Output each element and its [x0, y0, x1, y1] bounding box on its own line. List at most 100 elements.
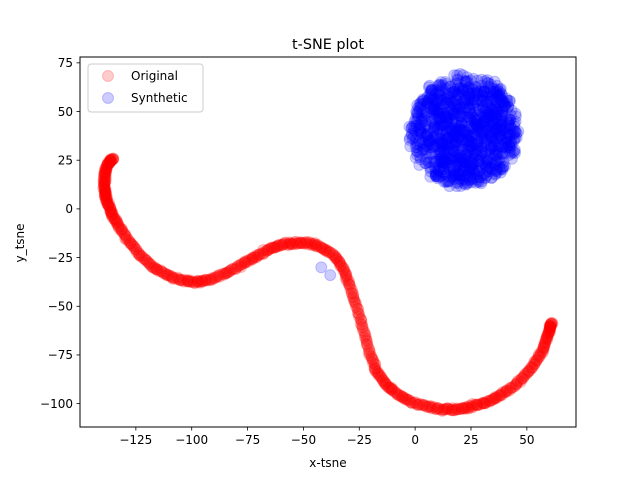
synthetic-point [467, 92, 480, 105]
synthetic-point [505, 104, 518, 117]
synthetic-point [489, 87, 502, 100]
original-point [493, 389, 505, 402]
original-point [191, 274, 204, 287]
synthetic-point [421, 95, 434, 108]
synthetic-point [473, 125, 486, 138]
synthetic-point [433, 88, 445, 101]
original-point [213, 270, 226, 283]
original-point [119, 230, 132, 243]
synthetic-point [453, 172, 466, 185]
synthetic-point [442, 146, 455, 159]
synthetic-point [421, 98, 434, 111]
synthetic-point [469, 142, 482, 154]
synthetic-point [444, 164, 457, 176]
synthetic-point [425, 85, 437, 98]
original-point [529, 357, 541, 370]
synthetic-point [469, 118, 482, 130]
synthetic-point [490, 121, 503, 134]
synthetic-point [464, 87, 477, 100]
synthetic-point [506, 146, 519, 159]
synthetic-point [485, 126, 498, 139]
synthetic-point [464, 106, 477, 119]
synthetic-point [459, 97, 472, 110]
original-point [288, 236, 301, 249]
x-tick-label: 25 [463, 433, 478, 447]
original-point [486, 393, 499, 406]
original-point [518, 369, 531, 382]
original-point [517, 372, 530, 385]
synthetic-point [493, 161, 506, 173]
synthetic-point [479, 136, 492, 149]
original-point [115, 224, 128, 237]
original-point [538, 339, 551, 352]
synthetic-point [504, 147, 517, 160]
original-point [379, 376, 392, 389]
synthetic-point [428, 100, 441, 113]
original-point [187, 276, 200, 289]
synthetic-point [480, 169, 493, 182]
original-point [104, 154, 117, 167]
original-point [514, 376, 527, 388]
synthetic-point [422, 96, 435, 109]
synthetic-point [497, 96, 510, 109]
original-point [436, 403, 449, 416]
original-point [343, 275, 356, 288]
original-point [283, 236, 296, 249]
original-point [300, 235, 313, 248]
synthetic-point [496, 147, 509, 160]
synthetic-point [472, 136, 485, 149]
synthetic-point [453, 132, 466, 145]
original-point [327, 249, 340, 261]
synthetic-point [414, 119, 427, 132]
synthetic-point [487, 94, 500, 107]
original-point [98, 177, 111, 190]
original-point [544, 320, 557, 332]
synthetic-point [422, 110, 435, 123]
original-point [361, 340, 374, 353]
original-point [211, 270, 224, 283]
original-point [373, 369, 386, 382]
original-point [365, 350, 378, 363]
synthetic-point [469, 89, 482, 102]
synthetic-point [420, 146, 433, 159]
synthetic-point [467, 111, 480, 124]
synthetic-point [420, 153, 433, 166]
synthetic-point [450, 154, 463, 167]
original-point [304, 237, 317, 250]
original-point [539, 335, 552, 348]
synthetic-point [484, 102, 497, 115]
original-point [105, 204, 118, 217]
synthetic-point [464, 74, 477, 87]
original-point [521, 366, 534, 379]
original-point [329, 252, 342, 265]
original-point [101, 197, 114, 210]
synthetic-point [432, 143, 445, 156]
synthetic-point [434, 165, 447, 178]
synthetic-point [430, 167, 443, 180]
synthetic-point [420, 130, 433, 142]
synthetic-point [478, 167, 491, 180]
x-tick-label: 50 [519, 433, 534, 447]
synthetic-point [508, 117, 521, 130]
original-series-points [97, 152, 559, 417]
original-point [446, 404, 459, 417]
synthetic-point [493, 109, 506, 122]
synthetic-point [441, 157, 453, 170]
synthetic-point [422, 136, 435, 149]
original-point [106, 208, 119, 221]
synthetic-point [495, 118, 508, 131]
synthetic-point [435, 134, 448, 147]
original-point [124, 236, 137, 249]
original-point [360, 334, 373, 347]
synthetic-point [475, 79, 488, 92]
synthetic-point [427, 91, 440, 104]
original-point [110, 213, 123, 226]
synthetic-point [497, 140, 510, 153]
synthetic-point [478, 172, 491, 185]
original-point [247, 251, 260, 264]
synthetic-point [455, 168, 468, 181]
original-point [181, 274, 194, 287]
synthetic-point [469, 168, 482, 181]
original-point [301, 236, 313, 249]
synthetic-point [470, 111, 483, 124]
